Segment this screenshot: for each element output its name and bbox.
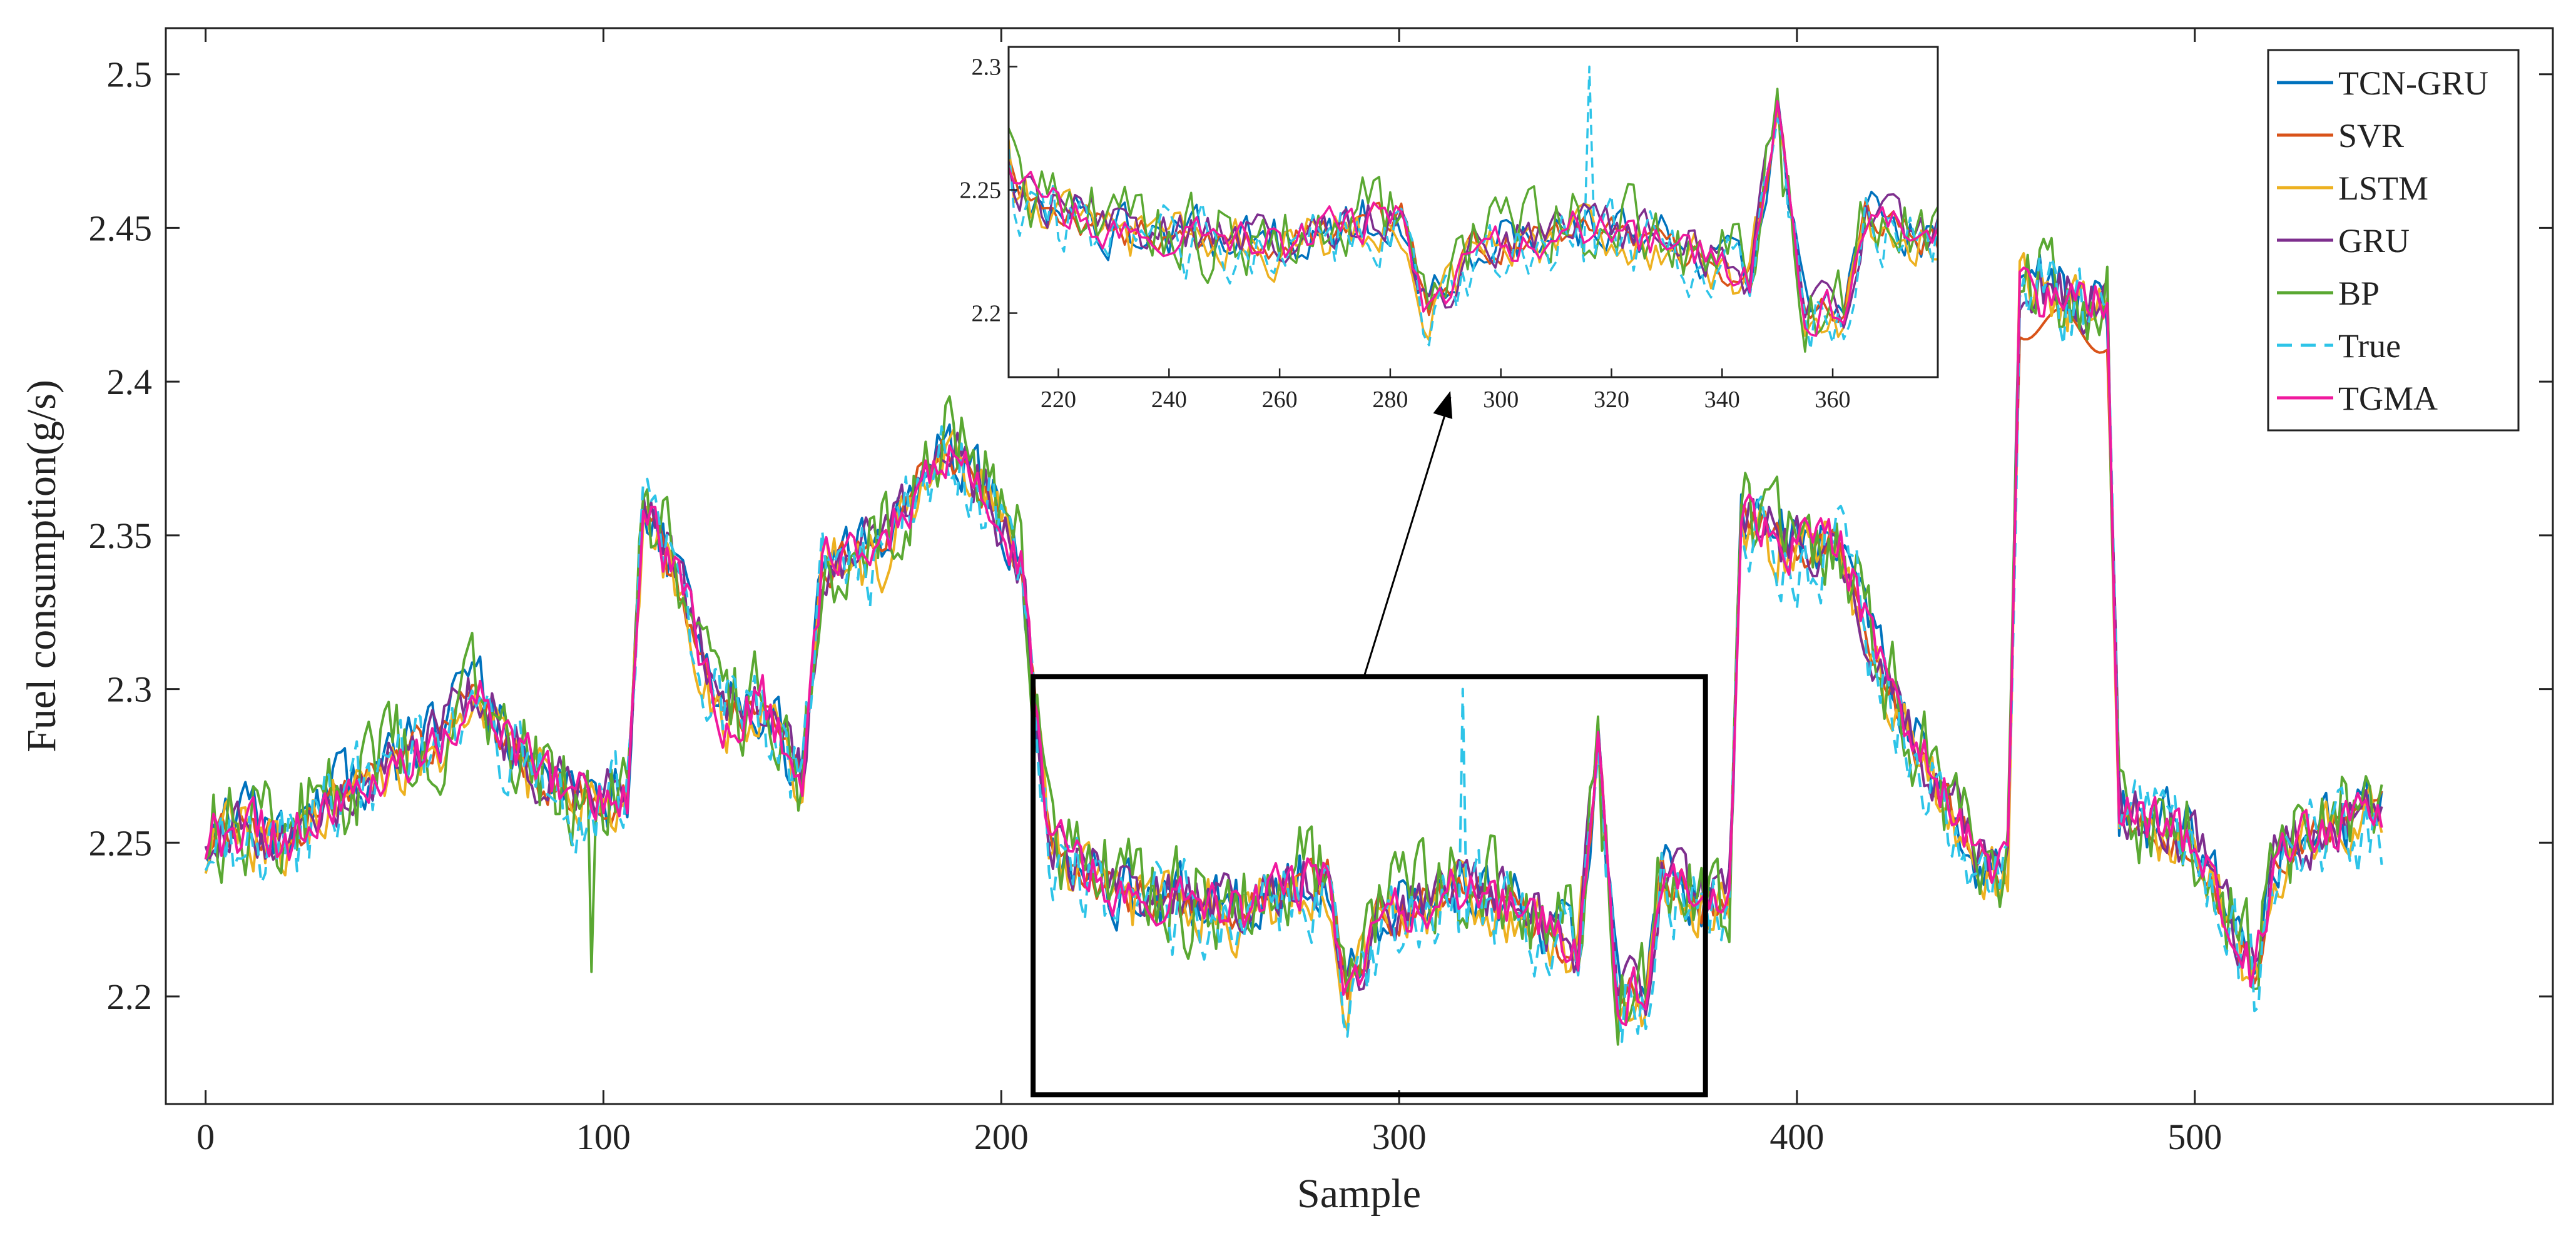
zoom-arrow-head [1433,391,1453,419]
main-y-axis: 2.2 2.25 2.3 2.35 2.4 2.45 2.5 [89,54,2553,1017]
legend-label: SVR [2338,117,2404,154]
series-line-tgma [204,266,2383,1026]
legend-label: LSTM [2338,170,2428,207]
main-plot-frame [165,27,2554,1105]
inset-x-axis: 220 240 260 280 300 320 340 360 [1041,368,1851,413]
zoom-arrow [1363,397,1452,677]
y-tick-label: 2.4 [107,362,153,402]
inset-y-tick-label: 2.2 [972,301,1002,327]
inset-y-tick-label: 2.25 [960,178,1002,204]
main-plot-series [204,236,2383,1046]
legend-label: TCN-GRU [2338,64,2488,102]
inset-x-tick-label: 360 [1815,387,1851,413]
inset-y-axis: 2.2 2.25 2.3 [960,54,1017,327]
y-tick-label: 2.45 [89,208,153,248]
legend-label: BP [2338,275,2380,312]
x-tick-label: 300 [1372,1117,1427,1157]
legend-label: GRU [2338,222,2410,260]
zoom-region-box [1031,674,1708,1098]
y-tick-label: 2.25 [89,823,153,863]
series-line-gru [204,266,2383,1016]
inset-x-tick-label: 340 [1704,387,1740,413]
y-tick-label: 2.35 [89,515,153,556]
inset-y-tick-label: 2.3 [972,54,1002,81]
inset-x-tick-label: 220 [1041,387,1076,413]
x-tick-label: 100 [576,1117,631,1157]
y-tick-label: 2.5 [107,54,153,95]
x-tick-label: 400 [1769,1117,1824,1157]
inset-series-line-true [1009,65,1938,351]
inset-x-tick-label: 320 [1594,387,1629,413]
main-x-axis: 0 100 200 300 400 500 [196,28,2222,1157]
inset-x-tick-label: 280 [1372,387,1408,413]
legend: TCN-GRU SVR LSTM GRU BP True TGMA [2267,49,2520,432]
legend-label: True [2338,327,2401,365]
inset-background [1009,47,1938,377]
y-axis-title: Fuel consumption(g/s) [19,380,64,752]
inset-frame [1007,46,1939,378]
inset-x-tick-label: 300 [1483,387,1519,413]
legend-label: TGMA [2338,380,2438,417]
y-tick-label: 2.3 [107,669,153,710]
inset-plot-series [1009,65,1938,353]
series-line-svr [204,308,2383,1009]
inset-x-tick-label: 260 [1262,387,1298,413]
inset-series-line-tgma [1009,99,1938,337]
y-tick-label: 2.2 [107,976,153,1017]
x-axis-title: Sample [1297,1171,1421,1217]
x-tick-label: 200 [974,1117,1029,1157]
inset-x-tick-label: 240 [1151,387,1187,413]
x-tick-label: 500 [2167,1117,2222,1157]
series-line-true [204,255,2383,1043]
x-tick-label: 0 [196,1117,215,1157]
